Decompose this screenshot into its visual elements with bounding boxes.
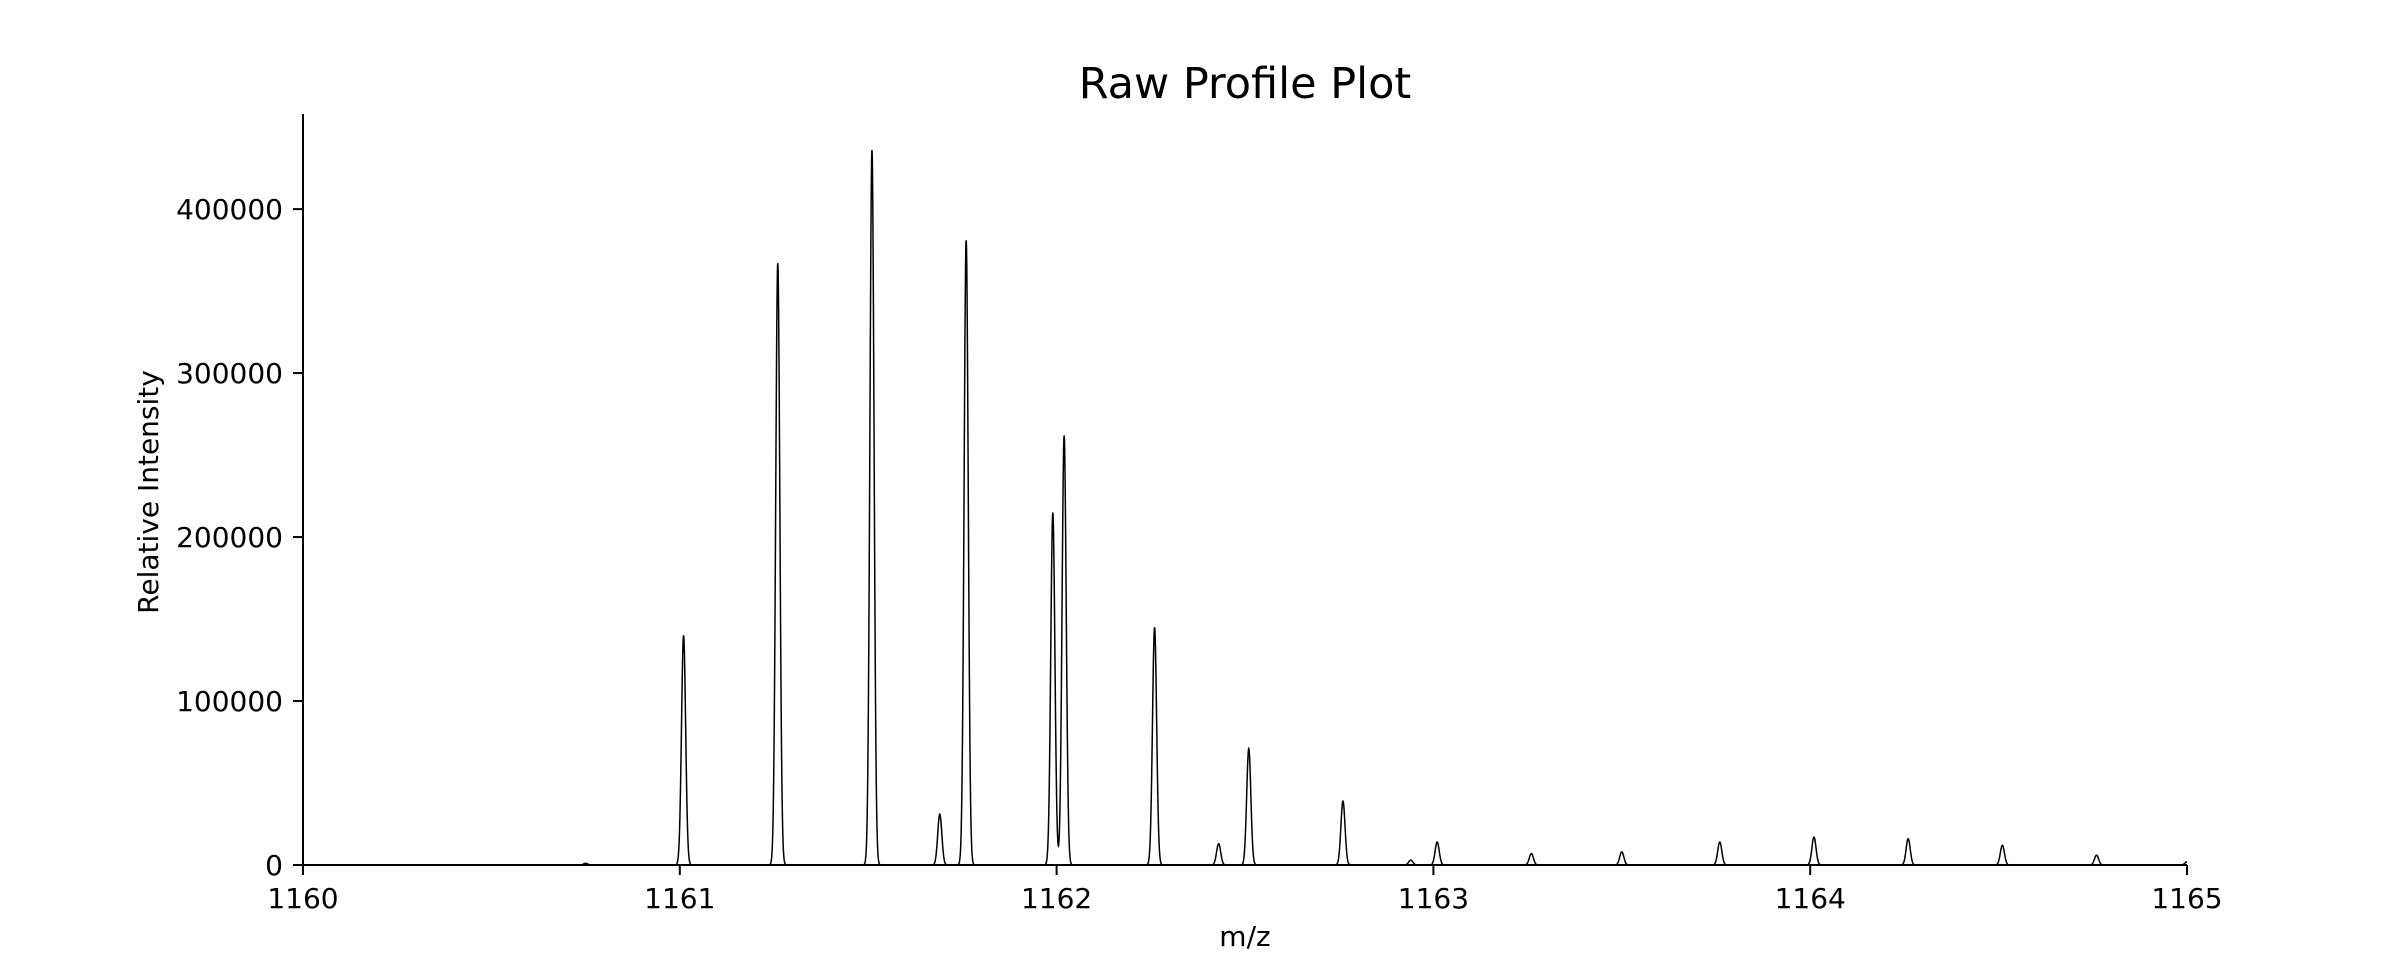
spectrum-peak [765,263,791,866]
x-axis-label: m/z [1219,920,1270,953]
spectrum-peak [953,240,979,866]
x-axis-ticks: 1160 1161 1162 1163 1164 1165 [267,865,2223,915]
spectrum-series [573,150,2187,866]
y-tick-label: 0 [265,849,283,882]
spectrum-peak [1518,852,1544,866]
y-tick-label: 300000 [176,357,283,390]
spectrum-peak [671,635,696,866]
x-tick-label: 1161 [644,882,715,915]
spectrum-peak [1206,842,1232,866]
spectrum-peak [859,150,885,866]
x-tick-label: 1160 [267,882,338,915]
spectrum-peak [1989,844,2015,866]
x-tick-label: 1162 [1021,882,1092,915]
x-tick-label: 1163 [1398,882,1469,915]
spectrum-peak [1424,841,1450,866]
y-tick-label: 200000 [176,521,283,554]
y-axis-ticks: 0 100000 200000 300000 400000 [176,193,303,882]
spectrum-peak [1801,836,1827,866]
spectrum-peak [1330,799,1356,866]
spectrum-peak [1236,746,1262,866]
spectrum-peak [927,813,953,866]
x-tick-label: 1164 [1775,882,1846,915]
y-tick-label: 100000 [176,685,283,718]
chart-title: Raw Profile Plot [1079,59,1412,109]
spectrum-peak [1895,837,1921,866]
y-tick-label: 400000 [176,193,283,226]
spectrum-peak [1609,851,1635,866]
spectrum-peak [1142,627,1167,866]
spectrum-peak [1040,435,1077,866]
spectrum-peak [2084,854,2109,866]
y-axis-label: Relative Intensity [132,370,165,614]
spectrum-peak [1707,841,1733,866]
x-tick-label: 1165 [2151,882,2222,915]
